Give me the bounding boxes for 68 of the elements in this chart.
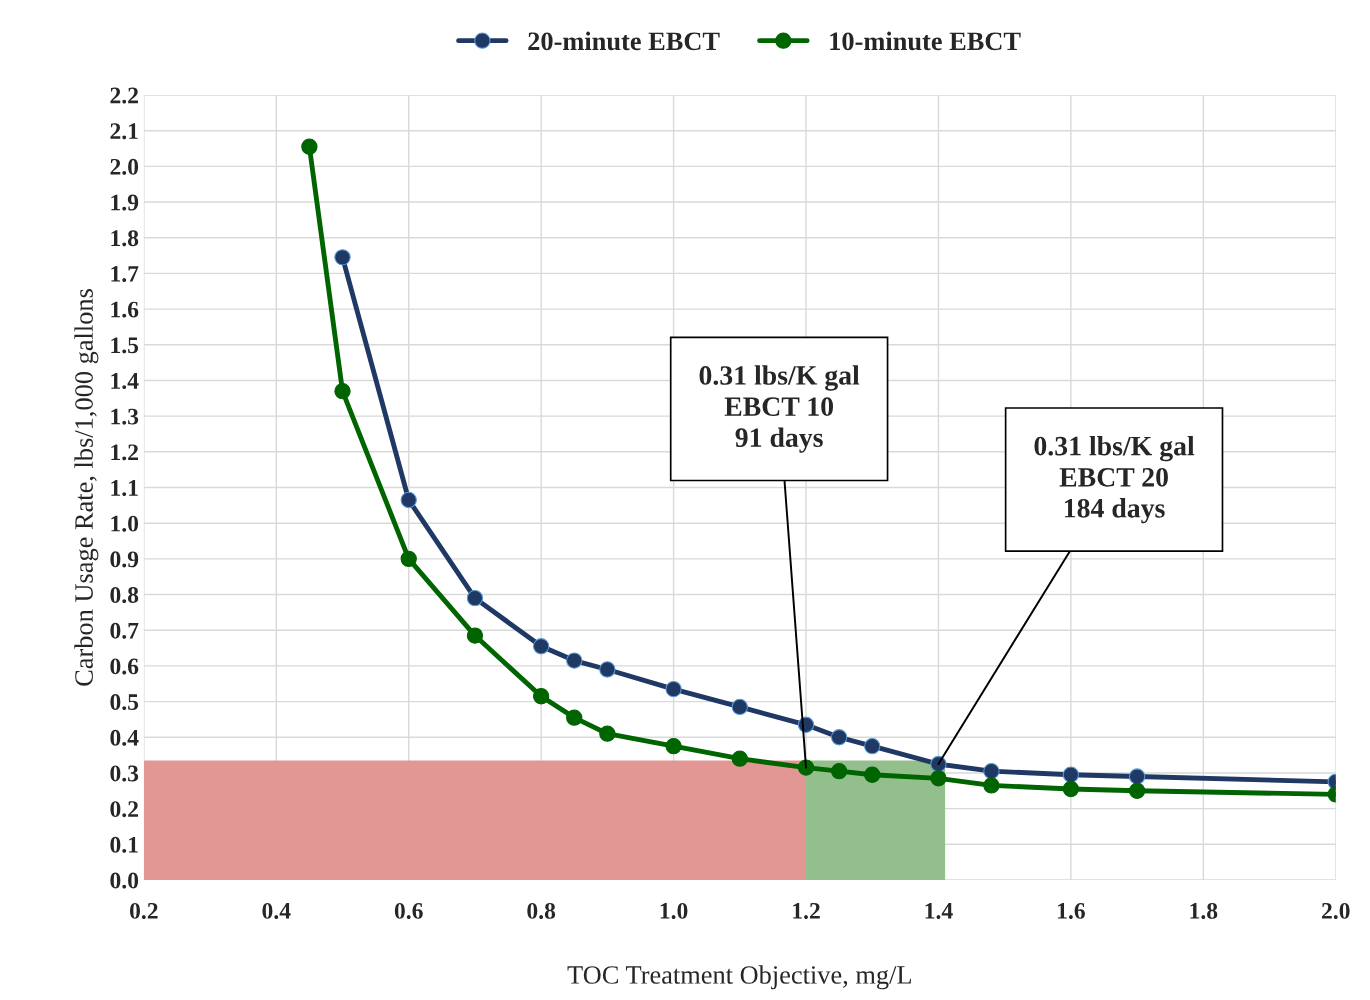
point (797, 759, 815, 776)
x-tick-label: 1.8 (1190, 902, 1218, 919)
annotation: 0.31 lbs/K gal EBCT 20 184 days (1034, 435, 1195, 524)
y-tick-label: 0.7 (110, 622, 139, 639)
point (301, 138, 318, 155)
y-tick-label: 0.8 (110, 587, 139, 604)
y-tick-label: 0.5 (110, 694, 139, 711)
point (334, 249, 351, 266)
point (599, 725, 616, 742)
y-tick-label: 0.4 (110, 729, 139, 746)
point (599, 661, 616, 678)
point (466, 589, 484, 607)
x-tick-label: 0.4 (262, 902, 291, 919)
y-tick-label: 0.9 (110, 551, 139, 568)
point (466, 627, 484, 644)
point (830, 729, 848, 746)
point (731, 750, 748, 767)
y-tick-label: 2.0 (110, 158, 139, 175)
x-tick-label: 1.4 (925, 903, 953, 919)
point (665, 680, 682, 698)
x-tick-label: 1.6 (1058, 902, 1085, 919)
y-tick-label: 1.9 (111, 194, 139, 211)
y-axis-title: Carbon Usage Rate, lbs/1,000 gallons (74, 289, 99, 686)
point (532, 688, 550, 705)
y-tick-label: 0.0 (110, 872, 139, 889)
y-tick-label: 1.4 (111, 373, 139, 389)
legend-label: 20-minute EBCT (528, 31, 720, 51)
point (665, 738, 682, 755)
y-tick-label: 1.8 (111, 230, 139, 247)
y-tick-label: 1.2 (111, 444, 138, 461)
y-tick-label: 1.1 (111, 480, 138, 497)
y-tick-label: 0.3 (110, 765, 139, 782)
y-tick-label: 1.0 (111, 515, 139, 532)
x-tick-label: 0.2 (129, 902, 158, 919)
y-tick-label: 0.6 (110, 658, 139, 675)
point (830, 763, 848, 780)
point (864, 766, 881, 783)
x-tick-label: 0.8 (527, 902, 556, 919)
x-tick-label: 1.2 (793, 902, 820, 919)
point (864, 738, 881, 755)
point (1128, 768, 1146, 785)
y-tick-label: 2.2 (110, 87, 138, 104)
point (334, 383, 351, 400)
point (1062, 766, 1080, 783)
point (566, 709, 583, 726)
x-tick-label: 0.6 (394, 902, 423, 919)
point (1128, 782, 1146, 799)
x-tick-label: 1.0 (660, 902, 688, 919)
point (930, 770, 947, 787)
y-tick-label: 1.5 (111, 337, 139, 354)
x-tick-label: 2.0 (1321, 902, 1350, 919)
point (1062, 780, 1080, 798)
point (566, 652, 583, 669)
y-tick-label: 1.3 (111, 408, 139, 425)
y-tick-label: 0.2 (110, 801, 138, 818)
y-tick-label: 1.6 (111, 301, 139, 318)
legend-label: 10-minute EBCT (830, 31, 1021, 51)
point (400, 550, 417, 568)
point (983, 763, 1000, 780)
point (731, 698, 748, 716)
annotation: 0.31 lbs/K gal EBCT 10 91 days (699, 365, 860, 453)
x-axis-title: TOC Treatment Objective, mg/L (567, 965, 911, 990)
point (400, 491, 417, 509)
point (983, 777, 1000, 794)
y-tick-label: 0.1 (110, 836, 138, 853)
y-tick-label: 1.7 (111, 266, 139, 282)
y-tick-label: 2.1 (110, 123, 138, 140)
point (532, 638, 550, 655)
